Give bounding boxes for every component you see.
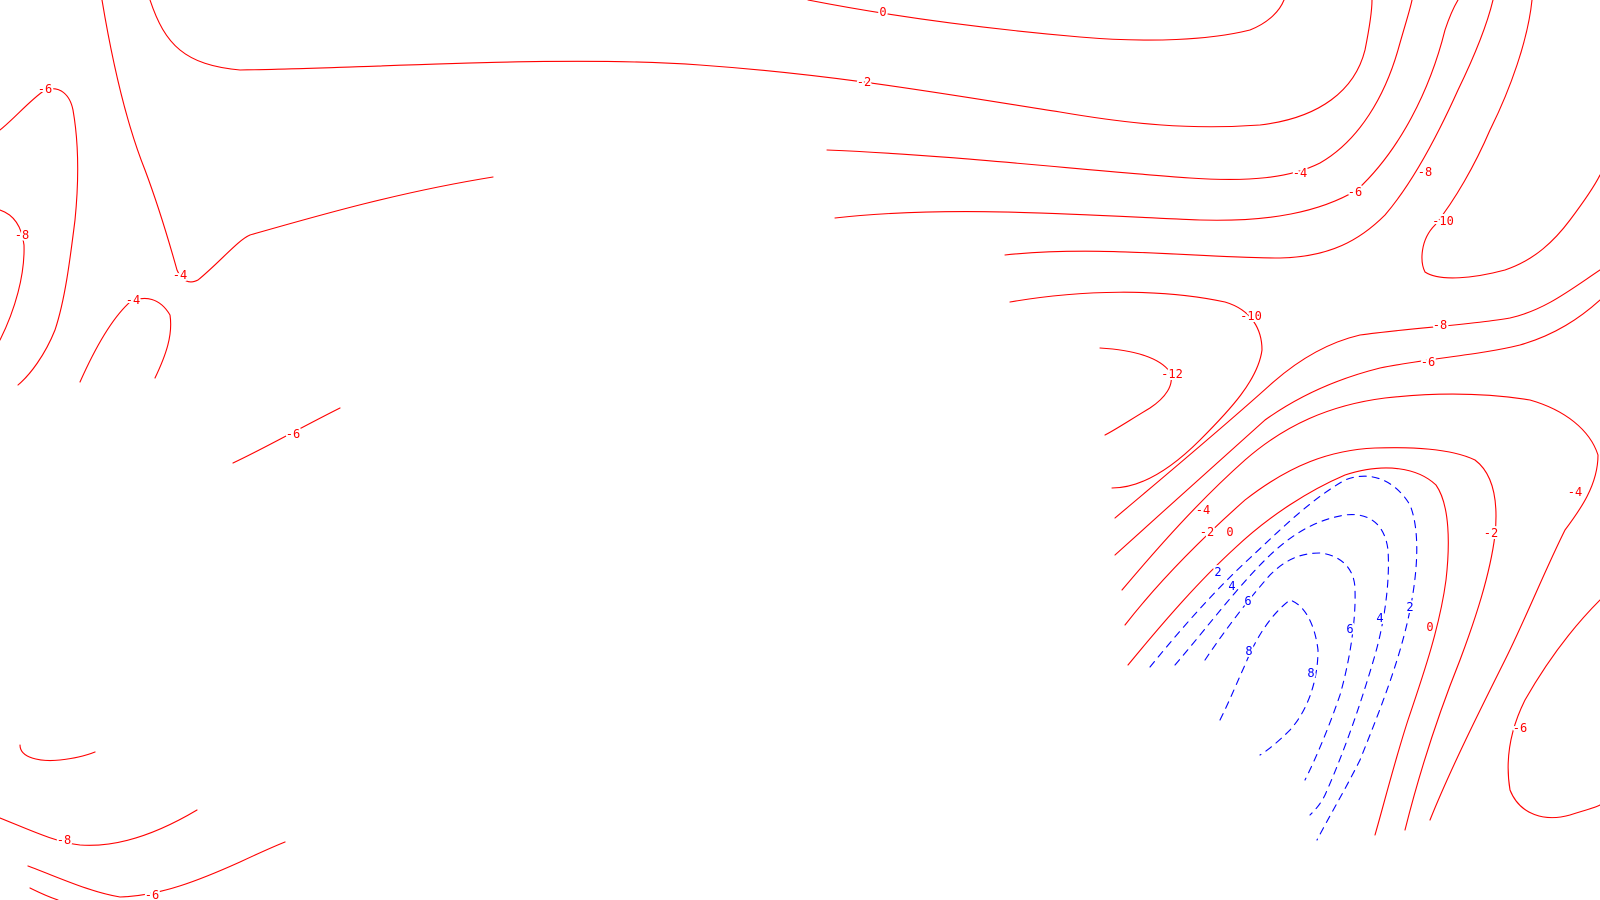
contour-label: -8 — [1418, 165, 1432, 179]
contour-label: 8 — [1307, 666, 1314, 680]
contour-line — [1421, 0, 1600, 279]
contour-label: -4 — [126, 293, 140, 307]
contour-label: 8 — [1245, 644, 1252, 658]
contour-label: -6 — [38, 82, 52, 96]
contour-label: -2 — [1484, 526, 1498, 540]
contour-label: -10 — [1240, 309, 1262, 323]
contour-label: 0 — [879, 5, 886, 19]
contour-label: 2 — [1214, 565, 1221, 579]
contour-label: 0 — [1226, 525, 1233, 539]
contour-line — [1204, 552, 1356, 781]
contour-label: -8 — [15, 228, 29, 242]
contour-line — [101, 0, 494, 283]
contour-line — [1099, 347, 1172, 436]
contour-line — [27, 841, 286, 900]
contour-line — [1004, 0, 1494, 259]
contour-line — [1174, 514, 1389, 816]
contour-label: -2 — [1200, 525, 1214, 539]
contour-label: -4 — [1293, 166, 1307, 180]
contour-label: 6 — [1346, 622, 1353, 636]
contour-label: 4 — [1228, 579, 1235, 593]
contour-line — [0, 88, 79, 386]
contour-line — [1219, 599, 1319, 756]
contour-label: -12 — [1161, 367, 1183, 381]
contour-label: -6 — [1421, 355, 1435, 369]
contour-line — [1127, 467, 1449, 836]
contour-line — [1114, 299, 1600, 556]
contour-label: -6 — [286, 427, 300, 441]
contour-label: -8 — [57, 833, 71, 847]
contour-line — [232, 407, 341, 464]
contour-label: -4 — [173, 268, 187, 282]
contour-line — [1124, 447, 1497, 831]
contour-line — [834, 0, 1459, 221]
contour-line — [826, 0, 1413, 181]
contour-line — [149, 0, 1373, 128]
contour-label: -6 — [1513, 721, 1527, 735]
contour-label: -10 — [1432, 214, 1454, 228]
contour-label: -6 — [1348, 185, 1362, 199]
contour-label: -8 — [1433, 318, 1447, 332]
contour-label: 0 — [1426, 620, 1433, 634]
contour-label: -6 — [145, 888, 159, 900]
contour-label: -4 — [1568, 485, 1582, 499]
contour-line — [1114, 269, 1600, 519]
contour-line — [1507, 599, 1600, 819]
contour-label: 2 — [1406, 600, 1413, 614]
contour-line — [0, 744, 198, 846]
contour-line — [0, 209, 25, 341]
contour-label: -2 — [857, 75, 871, 89]
contour-line — [1009, 291, 1263, 489]
contour-label: 6 — [1244, 594, 1251, 608]
contour-line — [79, 298, 172, 383]
contour-line — [807, 0, 1285, 41]
contour-label: 4 — [1376, 611, 1383, 625]
contour-line — [1121, 393, 1599, 821]
contour-label: -4 — [1196, 503, 1210, 517]
